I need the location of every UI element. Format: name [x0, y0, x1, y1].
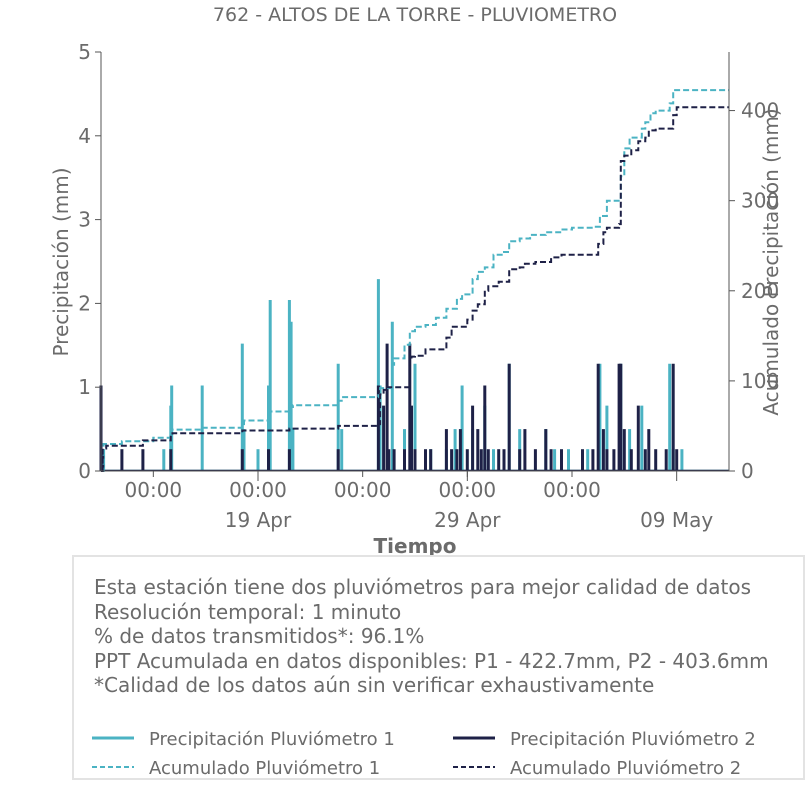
- left-y-axis-label: Precipitación (mm): [49, 167, 73, 356]
- right-y-axis-label: Acumulado Precipitación (mm): [759, 108, 783, 415]
- left-tick-label: 3: [78, 208, 91, 232]
- legend-swatch-dashed-navy: [453, 766, 495, 768]
- rainfall-chart: 762 - ALTOS DE LA TORRE - PLUVIOMETRO 0 1…: [49, 4, 783, 558]
- right-y-ticks: 0 100 200 300 400: [729, 99, 779, 483]
- right-tick-label: 400: [741, 99, 779, 123]
- x-date-tick-label: 09 May: [640, 508, 713, 532]
- legend-swatch-solid-teal: [92, 736, 134, 740]
- right-tick-label: 300: [741, 189, 779, 213]
- right-tick-label: 100: [741, 369, 779, 393]
- legend-label: Precipitación Pluviómetro 2: [510, 729, 756, 750]
- legend-swatch-solid-navy: [453, 736, 495, 740]
- right-tick-label: 0: [741, 459, 754, 483]
- chart-title: 762 - ALTOS DE LA TORRE - PLUVIOMETRO: [213, 4, 617, 26]
- left-y-ticks: 0 1 2 3 4 5: [78, 40, 101, 483]
- x-date-tick-label: 19 Apr: [225, 508, 292, 532]
- info-legend-box: Esta estación tiene dos pluviómetros par…: [72, 555, 805, 780]
- note-resolution: Resolución temporal: 1 minuto: [94, 599, 402, 624]
- left-tick-label: 5: [78, 40, 91, 64]
- right-tick-label: 200: [741, 279, 779, 303]
- legend-label: Precipitación Pluviómetro 1: [149, 729, 395, 750]
- station-notes: Esta estación tiene dos pluviómetros par…: [94, 575, 769, 698]
- cumulative-line-1: [101, 89, 729, 472]
- note-data-quality: *Calidad de los datos aún sin verificar …: [94, 673, 655, 697]
- x-ticks: 00:00 00:00 00:00 00:00 00:00 19 Apr 29 Apr 09 …: [125, 471, 713, 532]
- x-time-tick-label: 00:00: [543, 478, 601, 502]
- x-time-tick-label: 00:00: [125, 478, 183, 502]
- x-time-tick-label: 00:00: [229, 478, 287, 502]
- legend-label: Acumulado Pluviómetro 1: [149, 758, 381, 779]
- x-date-tick-label: 29 Apr: [434, 508, 501, 532]
- note-two-gauges: Esta estación tiene dos pluviómetros par…: [94, 575, 752, 599]
- note-data-transmitted: % de datos transmitidos*: 96.1%: [94, 624, 425, 648]
- legend-swatch-dashed-teal: [92, 766, 134, 768]
- cumulative-line-2: [101, 106, 729, 472]
- note-accumulated-ppt: PPT Acumulada en datos disponibles: P1 -…: [94, 648, 769, 673]
- left-tick-label: 0: [78, 459, 91, 483]
- left-tick-label: 4: [78, 124, 91, 148]
- x-time-tick-label: 00:00: [334, 478, 392, 502]
- left-tick-label: 2: [78, 291, 91, 315]
- cumulative-lines: [101, 89, 729, 472]
- x-time-tick-label: 00:00: [439, 478, 497, 502]
- legend-label: Acumulado Pluviómetro 2: [510, 758, 742, 779]
- precipitation-bars: [99, 279, 729, 472]
- x-axis-label: Tiempo: [374, 534, 457, 558]
- left-tick-label: 1: [78, 375, 91, 399]
